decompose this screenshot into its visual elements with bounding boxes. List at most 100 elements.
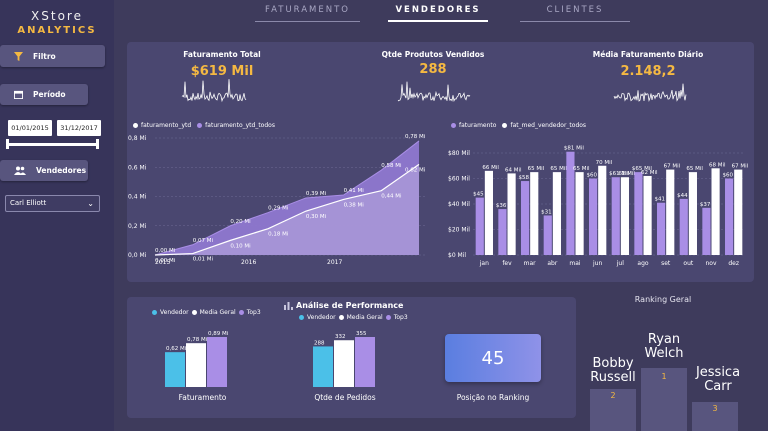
data-label-ytd: 0,00 Mi xyxy=(155,258,176,264)
tab-faturamento[interactable]: FATURAMENTO xyxy=(255,5,360,22)
ranking-position-card: 45 xyxy=(445,334,541,382)
bar-fat-med xyxy=(530,172,539,255)
data-label-fat-med: 65 Mil xyxy=(528,166,545,172)
data-label-ytd: 0,38 Mi xyxy=(344,202,365,208)
data-label-fat-med: 66 Mil xyxy=(482,165,499,171)
y-tick-label: 0,2 Mi xyxy=(128,223,147,230)
legend-top3: Top3 xyxy=(246,309,261,316)
series-ytd-todos-line xyxy=(154,140,420,256)
bar-fat-med xyxy=(666,169,675,255)
revenue-compare-caption: Faturamento xyxy=(178,393,227,402)
bar-fat-med xyxy=(643,175,652,255)
bar-fat-med xyxy=(575,172,584,255)
compare-bar-label: 0,62 Mi xyxy=(166,346,187,352)
x-tick-label: jul xyxy=(616,260,624,267)
rank-2-name: Bobby Russell xyxy=(584,357,642,385)
date-start-input[interactable]: 01/01/2015 xyxy=(8,120,52,136)
y-tick-label: $40 Mil xyxy=(448,201,470,208)
revenue-compare-legend: Vendedor Media Geral Top3 xyxy=(152,309,261,316)
bar-faturamento xyxy=(543,215,552,255)
legend-dot-media-2 xyxy=(338,315,344,320)
data-label-faturamento: $61 Mil xyxy=(609,171,630,177)
kpi-products-value: 288 xyxy=(419,62,447,77)
series-ytd-area xyxy=(155,164,419,255)
data-label-fat-med: 62 Mil xyxy=(641,170,658,176)
kpi-revenue-title: Faturamento Total xyxy=(183,50,261,59)
bar-faturamento xyxy=(589,178,598,255)
sellers-button[interactable]: Vendedores xyxy=(0,160,88,181)
x-tick-label: dez xyxy=(728,260,739,267)
data-label-faturamento: $41 Mil xyxy=(655,197,676,203)
monthly-bar-chart: $0 Mil $20 Mil $40 Mil $60 Mil $80 Mil $45 Mi… xyxy=(448,146,749,267)
y-tick-label: $60 Mil xyxy=(448,176,470,183)
compare-bar xyxy=(165,352,185,387)
compare-bar-label: 288 xyxy=(314,340,325,346)
x-tick-label: mai xyxy=(569,260,581,267)
rank-2-name-line2: Russell xyxy=(590,370,636,385)
seller-select[interactable]: Carl Elliott ⌄ xyxy=(5,195,100,212)
kpi-revenue-value: $619 Mil xyxy=(190,64,254,79)
date-end-input[interactable]: 31/12/2017 xyxy=(57,120,101,136)
funnel-icon xyxy=(14,51,23,61)
bar-faturamento xyxy=(725,178,734,255)
legend-dot-faturamento xyxy=(451,123,456,128)
bar-faturamento xyxy=(679,198,688,255)
rank-2-name-line1: Bobby xyxy=(592,356,634,371)
bar-faturamento xyxy=(702,207,711,255)
bar-fat-med xyxy=(711,168,720,255)
compare-bar xyxy=(207,337,227,387)
bar-chart-legend: faturamento fat_med_vendedor_todos xyxy=(451,122,586,129)
x-tick-label: 2017 xyxy=(327,259,342,266)
x-tick-label: 2015 xyxy=(155,259,170,266)
date-slider-start-handle[interactable] xyxy=(6,139,9,149)
data-label-ytd: 0,30 Mi xyxy=(306,214,327,220)
bar-fat-med xyxy=(507,173,516,255)
rank-1-number: 1 xyxy=(661,372,667,381)
legend-media-2: Media Geral xyxy=(346,314,383,321)
rank-2-number: 2 xyxy=(610,391,616,400)
compare-bar xyxy=(355,337,375,387)
daily-sparkline xyxy=(613,83,687,102)
period-label: Período xyxy=(33,90,66,99)
data-label-ytd: 0,10 Mi xyxy=(230,243,251,249)
data-label-faturamento: $31 Mil xyxy=(541,209,562,215)
legend-ytd-label: faturamento_ytd xyxy=(141,122,192,129)
ranking-position-caption: Posição no Ranking xyxy=(456,393,530,402)
tab-vendedores[interactable]: VENDEDORES xyxy=(388,5,488,22)
kpi-daily-value: 2.148,2 xyxy=(620,64,676,79)
legend-vendedor: Vendedor xyxy=(160,309,189,316)
seller-select-value: Carl Elliott xyxy=(10,199,47,207)
data-label-faturamento: $60 Mil xyxy=(587,173,608,179)
bar-fat-med xyxy=(598,165,607,255)
tab-clientes[interactable]: CLIENTES xyxy=(520,5,630,22)
sidebar: XStore ANALYTICS Filtro Período 01/01/20… xyxy=(0,0,114,431)
data-label-faturamento: $36 Mil xyxy=(496,203,517,209)
performance-title: Análise de Performance xyxy=(296,301,404,310)
data-label-ytd-todos: 0,29 Mi xyxy=(268,206,289,212)
x-tick-label: abr xyxy=(547,260,557,267)
y-tick-label: 0,4 Mi xyxy=(128,194,147,201)
ranking-title: Ranking Geral xyxy=(634,295,692,304)
users-icon xyxy=(14,166,26,175)
podium-first xyxy=(641,368,687,431)
legend-fat-med-label: fat_med_vendedor_todos xyxy=(510,122,587,129)
legend-faturamento-label: faturamento xyxy=(459,122,497,129)
x-tick-label: ago xyxy=(637,260,648,267)
period-button[interactable]: Período xyxy=(0,84,88,105)
filter-button[interactable]: Filtro xyxy=(0,45,105,67)
brand-subtitle: ANALYTICS xyxy=(17,25,97,36)
date-slider-end-handle[interactable] xyxy=(96,139,99,149)
bar-chart-icon xyxy=(284,301,293,310)
ranking-position-value: 45 xyxy=(481,347,505,369)
x-tick-label: nov xyxy=(705,260,716,267)
data-label-faturamento: $45 Mil xyxy=(473,192,494,198)
date-slider-track[interactable] xyxy=(8,143,98,146)
kpi-products-title: Qtde Produtos Vendidos xyxy=(381,50,485,59)
area-chart-legend: faturamento_ytd faturamento_ytd_todos xyxy=(133,122,275,129)
bar-fat-med xyxy=(620,177,629,255)
y-tick-label: 0,8 Mi xyxy=(128,135,147,142)
kpi-daily-title: Média Faturamento Diário xyxy=(592,50,704,59)
data-label-ytd-todos: 0,00 Mi xyxy=(155,248,176,254)
compare-bar xyxy=(313,346,333,387)
